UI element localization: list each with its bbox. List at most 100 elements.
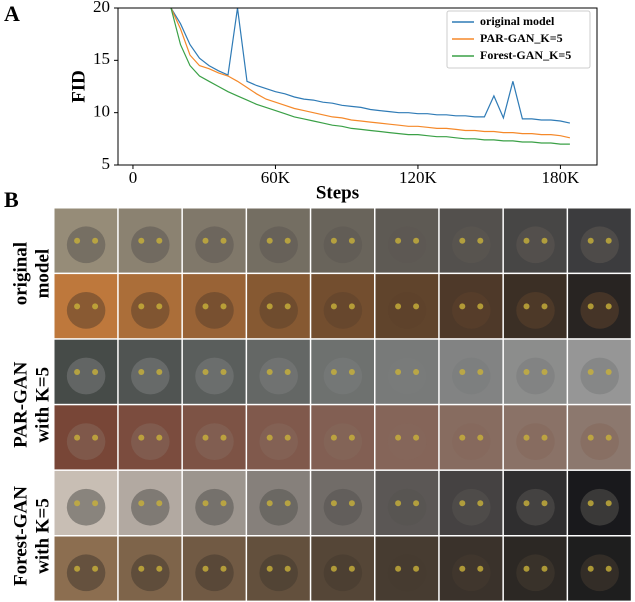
cat-eye bbox=[606, 303, 612, 309]
cat-face bbox=[580, 554, 619, 591]
cat-face bbox=[452, 423, 491, 460]
cat-eye bbox=[221, 500, 227, 506]
cat-face bbox=[452, 292, 491, 329]
cat-eye bbox=[221, 238, 227, 244]
cat-eye bbox=[588, 435, 594, 441]
cat-face bbox=[324, 489, 363, 526]
cat-eye bbox=[349, 303, 355, 309]
cat-eye bbox=[413, 369, 419, 375]
cat-face bbox=[324, 226, 363, 263]
cat-eye bbox=[92, 369, 98, 375]
cat-face bbox=[516, 423, 555, 460]
cat-eye bbox=[588, 566, 594, 572]
cat-eye bbox=[542, 566, 548, 572]
cat-eye bbox=[331, 303, 337, 309]
cat-face bbox=[388, 292, 427, 329]
cat-face bbox=[195, 423, 234, 460]
cat-face bbox=[516, 226, 555, 263]
row-label: original bbox=[10, 242, 31, 305]
cat-eye bbox=[92, 566, 98, 572]
cat-eye bbox=[459, 303, 465, 309]
cat-eye bbox=[606, 238, 612, 244]
cat-eye bbox=[413, 303, 419, 309]
cat-face bbox=[195, 292, 234, 329]
cat-face bbox=[516, 292, 555, 329]
cat-eye bbox=[285, 435, 291, 441]
cat-eye bbox=[156, 566, 162, 572]
cat-face bbox=[452, 226, 491, 263]
legend-label: original model bbox=[480, 14, 555, 28]
cat-face bbox=[388, 489, 427, 526]
cat-eye bbox=[588, 500, 594, 506]
cat-face bbox=[516, 489, 555, 526]
cat-eye bbox=[524, 500, 530, 506]
row-label: model bbox=[32, 249, 53, 299]
cat-eye bbox=[331, 500, 337, 506]
cat-eye bbox=[138, 238, 144, 244]
cat-face bbox=[452, 358, 491, 395]
cat-eye bbox=[221, 303, 227, 309]
cat-eye bbox=[542, 303, 548, 309]
cat-eye bbox=[459, 369, 465, 375]
cat-eye bbox=[477, 369, 483, 375]
cat-eye bbox=[203, 303, 209, 309]
cat-eye bbox=[92, 238, 98, 244]
y-tick-label: 20 bbox=[93, 0, 110, 16]
cat-eye bbox=[156, 303, 162, 309]
cat-face bbox=[580, 358, 619, 395]
cat-eye bbox=[331, 369, 337, 375]
cat-eye bbox=[285, 303, 291, 309]
cat-eye bbox=[413, 566, 419, 572]
cat-eye bbox=[285, 566, 291, 572]
cat-face bbox=[195, 358, 234, 395]
cat-eye bbox=[459, 500, 465, 506]
cat-eye bbox=[74, 238, 80, 244]
cat-eye bbox=[74, 303, 80, 309]
cat-face bbox=[580, 423, 619, 460]
cat-eye bbox=[221, 369, 227, 375]
cat-face bbox=[324, 554, 363, 591]
cat-eye bbox=[92, 435, 98, 441]
cat-eye bbox=[138, 500, 144, 506]
cat-face bbox=[388, 358, 427, 395]
cat-eye bbox=[459, 238, 465, 244]
cat-face bbox=[324, 358, 363, 395]
y-tick-label: 15 bbox=[93, 49, 110, 68]
cat-eye bbox=[331, 238, 337, 244]
cat-eye bbox=[542, 238, 548, 244]
y-tick-label: 10 bbox=[93, 102, 110, 121]
cat-eye bbox=[542, 500, 548, 506]
x-tick-label: 120K bbox=[399, 168, 438, 187]
cat-face bbox=[259, 292, 298, 329]
cat-eye bbox=[267, 303, 273, 309]
row-label: with K=5 bbox=[32, 367, 53, 443]
cat-face bbox=[259, 423, 298, 460]
cat-eye bbox=[267, 369, 273, 375]
cat-eye bbox=[285, 238, 291, 244]
cat-eye bbox=[267, 500, 273, 506]
cat-eye bbox=[267, 566, 273, 572]
cat-eye bbox=[459, 435, 465, 441]
cat-eye bbox=[413, 238, 419, 244]
cat-eye bbox=[349, 238, 355, 244]
cat-eye bbox=[349, 500, 355, 506]
cat-eye bbox=[542, 369, 548, 375]
cat-eye bbox=[459, 566, 465, 572]
cat-face bbox=[131, 226, 170, 263]
cat-face bbox=[580, 226, 619, 263]
cat-face bbox=[259, 489, 298, 526]
cat-eye bbox=[524, 369, 530, 375]
legend-label: Forest-GAN_K=5 bbox=[480, 48, 571, 62]
cat-eye bbox=[92, 500, 98, 506]
cat-eye bbox=[349, 369, 355, 375]
cat-eye bbox=[156, 435, 162, 441]
cat-eye bbox=[395, 303, 401, 309]
cat-eye bbox=[203, 500, 209, 506]
cat-face bbox=[131, 554, 170, 591]
cat-eye bbox=[477, 500, 483, 506]
cat-eye bbox=[267, 435, 273, 441]
x-axis-label: Steps bbox=[316, 182, 359, 203]
cat-face bbox=[580, 489, 619, 526]
cat-eye bbox=[203, 369, 209, 375]
cat-eye bbox=[524, 435, 530, 441]
